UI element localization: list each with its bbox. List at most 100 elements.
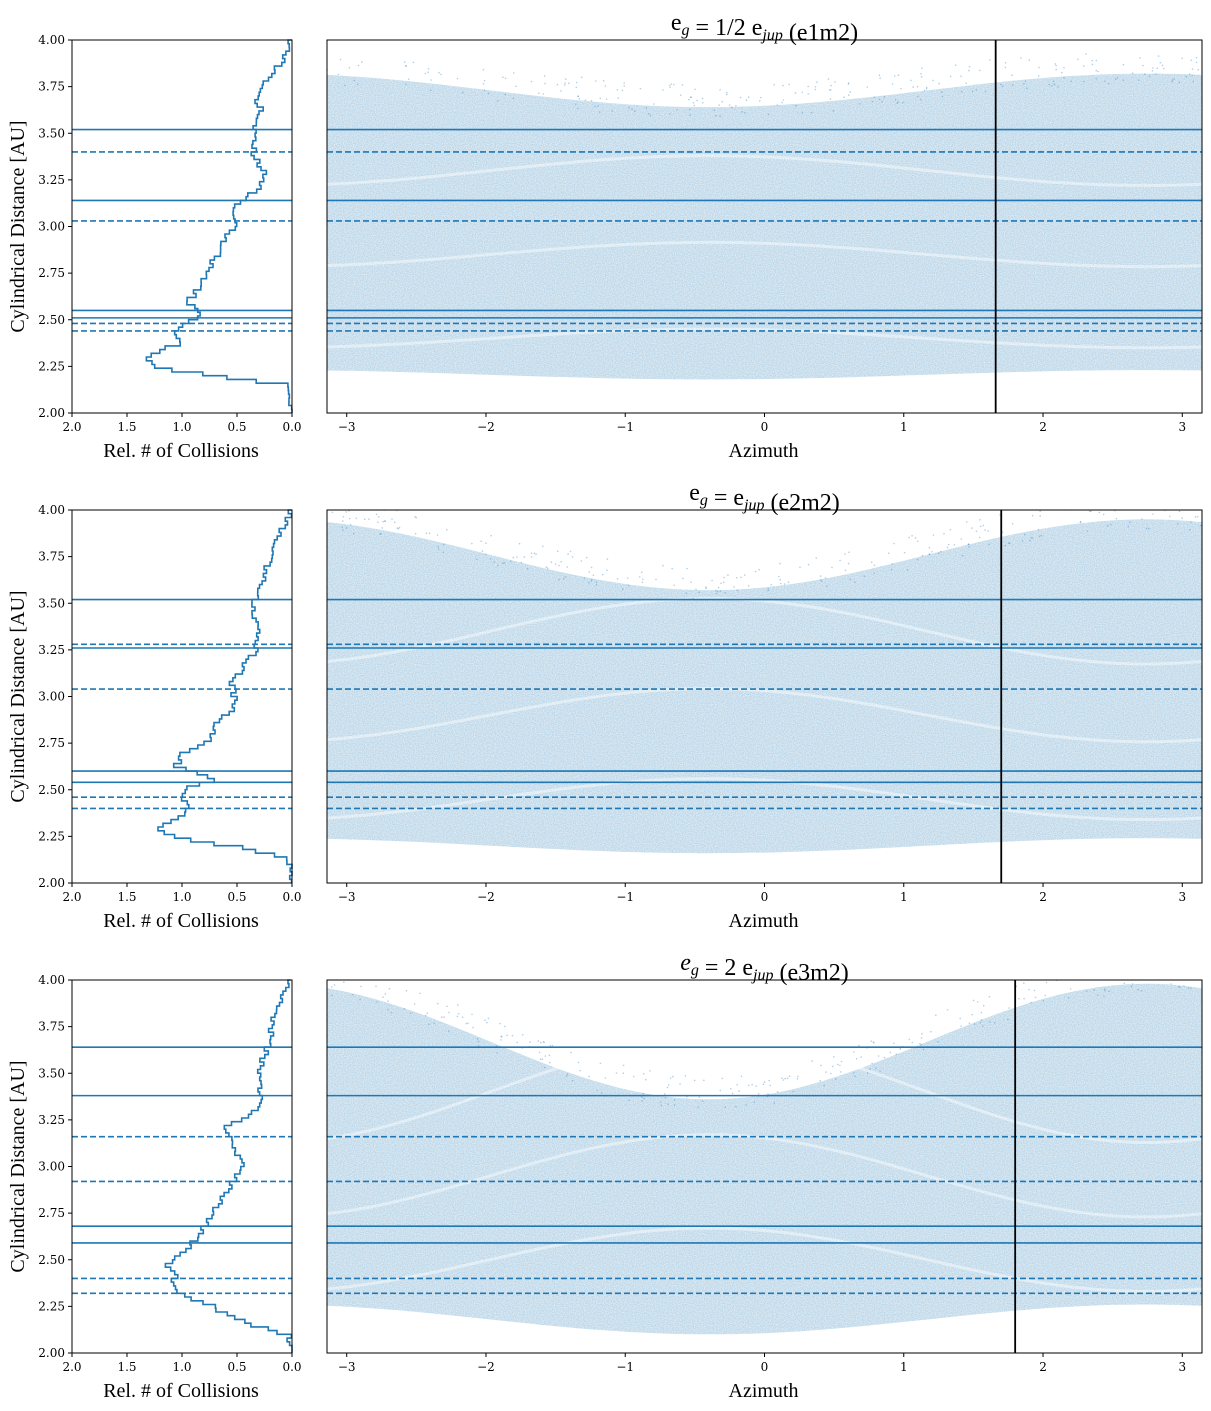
- scatter-point: [971, 527, 973, 529]
- scatter-point: [351, 994, 354, 996]
- scatter-point: [828, 89, 831, 91]
- scatter-point: [1187, 508, 1189, 510]
- scatter-point: [833, 1056, 835, 1058]
- scatter-point: [590, 100, 593, 102]
- scatter-point: [879, 77, 881, 79]
- scatter-point: [437, 546, 440, 548]
- scatter-point: [971, 1013, 973, 1016]
- scatter-point: [1148, 75, 1151, 78]
- scatter-point: [574, 103, 577, 106]
- scatter-point: [467, 1022, 469, 1024]
- scatter-point: [721, 1077, 723, 1080]
- scatter-point: [715, 114, 717, 117]
- scatter-point: [1008, 542, 1010, 544]
- scatter-point: [485, 553, 487, 556]
- scatter-point: [387, 1000, 389, 1002]
- scatter-point: [847, 82, 850, 84]
- scatter-point: [946, 1009, 949, 1011]
- scatter-point: [1123, 982, 1126, 985]
- scatter-point: [1000, 83, 1002, 86]
- scatter-point: [854, 1075, 856, 1078]
- scatter-point: [1143, 73, 1146, 75]
- scatter-point: [835, 1078, 837, 1080]
- scatter-point: [769, 1084, 771, 1087]
- scatter-point: [949, 528, 952, 531]
- scatter-point: [486, 1021, 488, 1024]
- scatter-point: [779, 582, 782, 585]
- scatter-point: [1189, 528, 1191, 531]
- scatter-point: [887, 552, 890, 554]
- scatter-point: [849, 578, 852, 581]
- scatter-point: [759, 100, 761, 102]
- scatter-point: [1004, 544, 1007, 547]
- scatter-point: [733, 586, 735, 588]
- scatter-point: [860, 1056, 862, 1058]
- scatter-point: [666, 1086, 669, 1089]
- scatter-point: [1159, 61, 1162, 64]
- scatter-point: [1038, 66, 1040, 69]
- scatter-point: [546, 567, 549, 570]
- x-tick-label: 2: [1039, 890, 1047, 904]
- scatter-point: [1190, 59, 1192, 61]
- scatter-point: [770, 583, 772, 586]
- scatter-point: [537, 1040, 539, 1042]
- scatter-point: [1085, 990, 1088, 992]
- scatter-point: [932, 79, 934, 82]
- scatter-point: [331, 986, 333, 988]
- scatter-point: [863, 575, 866, 577]
- y-tick-label: 3.50: [38, 126, 65, 140]
- scatter-point: [562, 578, 565, 580]
- scatter-point: [424, 72, 427, 75]
- scatter-point: [871, 100, 874, 103]
- scatter-point: [735, 104, 737, 107]
- scatter-point: [797, 1075, 799, 1078]
- scatter-point: [1131, 983, 1134, 985]
- scatter-point: [758, 568, 760, 571]
- scatter-point: [1101, 973, 1103, 975]
- scatter-point: [1078, 967, 1080, 969]
- scatter-point: [782, 1079, 785, 1081]
- y-tick-label: 3.25: [38, 643, 65, 657]
- scatter-point: [337, 501, 339, 503]
- scatter-point: [595, 581, 598, 584]
- scatter-point: [919, 1042, 921, 1045]
- scatter-point: [598, 111, 601, 113]
- scatter-point: [628, 1099, 630, 1101]
- scatter-point: [601, 573, 604, 576]
- scatter-point: [815, 557, 817, 559]
- y-tick-label: 3.75: [38, 1020, 65, 1034]
- scatter-point: [394, 521, 396, 523]
- scatter-point: [693, 1079, 696, 1082]
- scatter-point: [866, 86, 869, 88]
- scatter-point: [623, 85, 625, 87]
- scatter-point: [751, 1083, 753, 1086]
- scatter-point: [1146, 972, 1148, 974]
- scatter-point: [641, 581, 644, 583]
- scatter-point: [1195, 61, 1198, 64]
- scatter-point: [471, 542, 473, 545]
- x-axis-label: Azimuth: [729, 1380, 799, 1402]
- y-tick-label: 2.25: [38, 359, 65, 373]
- scatter-point: [662, 89, 664, 91]
- scatter-point: [979, 519, 981, 521]
- scatter-point: [591, 578, 593, 581]
- scatter-point: [979, 1022, 982, 1024]
- scatter-point: [539, 1058, 542, 1060]
- scatter-point: [931, 551, 933, 553]
- scatter-point: [914, 537, 917, 539]
- scatter-point: [1048, 83, 1050, 86]
- scatter-point: [621, 89, 624, 92]
- scatter-point: [405, 990, 408, 992]
- scatter-point: [424, 1014, 427, 1017]
- scatter-point: [497, 564, 499, 567]
- scatter-point: [580, 76, 583, 79]
- x-tick-label: 0.5: [227, 420, 246, 434]
- scatter-panel: −3 −2 −1 0 1 2 3 Azimuth eg = 1/2 ejup (e1m2): [326, 10, 1203, 462]
- scatter-point: [779, 562, 781, 565]
- scatter-point: [961, 554, 964, 557]
- scatter-point: [1039, 515, 1041, 517]
- scatter-point: [554, 563, 557, 565]
- scatter-point: [502, 76, 504, 78]
- x-tick-label: −1: [616, 890, 634, 904]
